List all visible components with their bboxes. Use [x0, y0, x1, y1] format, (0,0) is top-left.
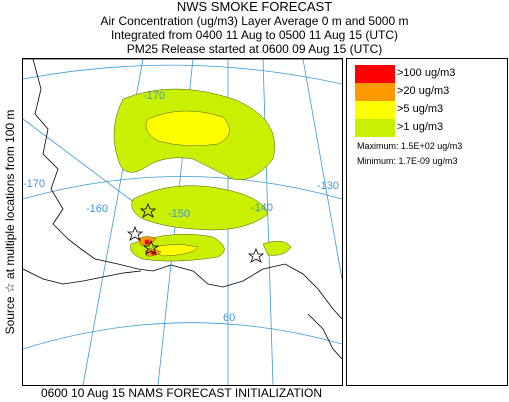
- legend-swatch-gt20: [355, 83, 395, 101]
- source-location-label: Source ☆ at multiple locations from 100 …: [0, 58, 20, 386]
- source-star-2: [126, 225, 144, 241]
- lat-label-60: 60: [223, 312, 235, 324]
- legend-label-gt20: >20 ug/m3: [397, 85, 450, 97]
- smoke-peak-1: [144, 239, 150, 245]
- lat-line-70: [23, 176, 342, 200]
- legend-item-gt1: >1 ug/m3: [355, 119, 505, 137]
- legend-label-gt1: >1 ug/m3: [397, 121, 444, 133]
- legend-label-gt100: >100 ug/m3: [397, 67, 456, 79]
- lon-line-130: [302, 59, 342, 280]
- smoke-core-south: [147, 244, 199, 257]
- smoke-core-north: [145, 110, 230, 147]
- integration-period: Integrated from 0400 11 Aug to 0500 11 A…: [110, 28, 399, 42]
- lon-line-west: [23, 118, 144, 210]
- map-canvas: -170 -170 -160 -150 -140 -130 60: [23, 59, 342, 385]
- lon-label-160: -160: [86, 203, 108, 215]
- forecast-title: NWS SMOKE FORECAST: [176, 0, 333, 14]
- lon-label-170-north: -170: [143, 90, 165, 102]
- source-star-4: [247, 247, 265, 263]
- source-star-1: [139, 202, 157, 218]
- southeast-coast: [307, 313, 342, 360]
- lon-label-170: -170: [23, 178, 45, 190]
- smoke-map: -170 -170 -160 -150 -140 -130 60: [22, 58, 343, 386]
- legend-swatch-gt100: [355, 65, 395, 83]
- legend-maximum: Maximum: 1.5E+02 ug/m3: [357, 141, 463, 151]
- smoke-gt5: [145, 110, 230, 257]
- lon-label-130: -130: [317, 180, 339, 192]
- legend-item-gt5: >5 ug/m3: [355, 101, 505, 119]
- lat-line-60: [23, 322, 342, 350]
- source-markers: [126, 202, 265, 263]
- release-start: PM25 Release started at 0600 09 Aug 15 (…: [126, 42, 383, 56]
- gulf-of-alaska-coast: [170, 263, 342, 320]
- legend-swatch-gt1: [355, 119, 395, 137]
- lon-line-140: [262, 59, 274, 385]
- concentration-legend: >100 ug/m3 >20 ug/m3 >5 ug/m3 >1 ug/m3 M…: [346, 58, 508, 386]
- legend-label-gt5: >5 ug/m3: [397, 103, 444, 115]
- coastline: [23, 59, 342, 360]
- legend-minimum: Minimum: 1.7E-09 ug/m3: [357, 156, 458, 166]
- alaska-west-coast: [32, 59, 172, 272]
- forecast-initialization: 0600 10 Aug 15 NAMS FORECAST INITIALIZAT…: [41, 386, 322, 400]
- smoke-plume-central: [131, 185, 269, 231]
- legend-swatch-gt5: [355, 101, 395, 119]
- legend-item-gt100: >100 ug/m3: [355, 65, 505, 83]
- lon-label-140: -140: [251, 202, 273, 214]
- concentration-description: Air Concentration (ug/m3) Layer Average …: [100, 14, 409, 28]
- source-star-3: [142, 239, 160, 255]
- source-location-text: Source ☆ at multiple locations from 100 …: [3, 109, 17, 335]
- legend-item-gt20: >20 ug/m3: [355, 83, 505, 101]
- smoke-plume-east: [262, 240, 292, 256]
- lon-label-150: -150: [168, 208, 190, 220]
- alaska-peninsula: [23, 268, 142, 285]
- lat-line-north: [23, 64, 342, 85]
